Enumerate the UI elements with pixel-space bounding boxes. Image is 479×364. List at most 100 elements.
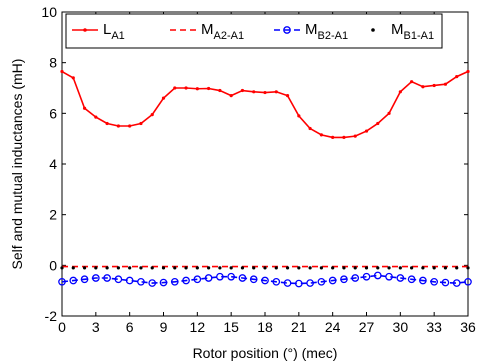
- legend-box: [65, 13, 443, 49]
- data-point: [249, 275, 258, 284]
- series-line: [61, 274, 469, 285]
- data-point: [150, 266, 154, 270]
- data-point: [351, 274, 360, 282]
- x-tick-label: 18: [257, 319, 273, 335]
- data-point: [342, 266, 346, 270]
- x-tick-label: 24: [325, 319, 341, 335]
- data-point: [421, 266, 425, 270]
- x-tick-label: 33: [426, 319, 442, 335]
- data-point: [128, 266, 132, 270]
- data-point: [396, 274, 405, 282]
- legend: LA1 MA2-A1 MB2-A1 MB1-A1: [65, 13, 443, 49]
- data-point: [274, 90, 278, 94]
- series-m-b1-a1: [60, 266, 470, 270]
- y-tick-label: 6: [49, 105, 57, 121]
- series-m-b2-a1: [58, 271, 472, 288]
- data-point: [207, 86, 211, 91]
- data-point: [285, 266, 290, 270]
- data-point: [170, 277, 179, 286]
- data-point: [229, 94, 233, 98]
- data-point: [432, 266, 436, 270]
- x-tick-label: 9: [160, 319, 168, 335]
- data-point: [71, 266, 75, 270]
- data-point: [331, 266, 335, 270]
- data-point: [272, 277, 281, 286]
- data-point: [80, 275, 89, 284]
- y-tick-label: 4: [49, 156, 57, 172]
- data-point: [218, 88, 222, 93]
- data-point: [252, 90, 256, 94]
- x-tick-label: 15: [223, 319, 239, 335]
- data-point: [82, 266, 87, 270]
- data-point: [297, 266, 301, 270]
- data-point: [466, 266, 470, 270]
- data-point: [328, 276, 337, 285]
- data-point: [137, 277, 145, 286]
- data-point: [116, 266, 120, 270]
- data-point: [441, 278, 450, 287]
- x-tick-label: 12: [190, 319, 206, 335]
- data-point: [274, 266, 278, 270]
- x-tick-label: 6: [126, 319, 134, 335]
- y-tick-label: -2: [45, 308, 58, 324]
- data-point: [71, 76, 75, 80]
- y-tick-label: 0: [49, 257, 57, 273]
- data-point: [148, 279, 157, 287]
- data-point: [410, 266, 414, 270]
- data-point: [69, 276, 78, 285]
- data-point: [94, 115, 98, 119]
- data-point: [308, 126, 312, 131]
- data-point: [283, 279, 292, 287]
- data-point: [204, 274, 213, 282]
- data-point: [195, 87, 199, 91]
- data-point: [184, 86, 188, 90]
- data-point: [173, 266, 177, 270]
- data-point: [161, 96, 166, 100]
- data-point: [419, 276, 427, 285]
- legend-entry: LA1: [72, 21, 125, 42]
- data-point: [373, 271, 382, 280]
- data-point: [195, 266, 199, 270]
- x-tick-label: 3: [92, 319, 100, 335]
- series-l-a1: [60, 69, 470, 139]
- legend-label: MA2-A1: [201, 21, 244, 42]
- data-point: [263, 266, 267, 270]
- data-point: [240, 266, 245, 270]
- data-point: [317, 277, 326, 286]
- data-point: [398, 90, 402, 94]
- data-point: [252, 266, 256, 270]
- data-point: [455, 266, 459, 270]
- data-point: [331, 135, 335, 139]
- data-point: [443, 266, 448, 270]
- legend-label: MB1-A1: [391, 21, 434, 42]
- data-point: [353, 266, 357, 270]
- data-point: [432, 83, 436, 88]
- data-point: [91, 274, 100, 282]
- data-point: [218, 266, 222, 270]
- data-point: [308, 266, 312, 270]
- data-point: [285, 94, 290, 98]
- data-point: [306, 279, 314, 287]
- x-tick-label: 30: [393, 319, 409, 335]
- data-point: [60, 266, 64, 270]
- data-point: [261, 276, 269, 285]
- data-point: [455, 75, 459, 79]
- data-point: [94, 266, 98, 270]
- data-point: [173, 86, 177, 90]
- data-point: [421, 85, 425, 89]
- data-point: [376, 121, 380, 126]
- legend-label: MB2-A1: [305, 21, 348, 42]
- series-layer: [58, 69, 472, 288]
- data-point: [376, 266, 380, 270]
- data-point: [238, 274, 247, 282]
- data-point: [407, 275, 416, 284]
- y-tick-label: 10: [41, 4, 57, 20]
- legend-swatch-marker: [371, 28, 375, 32]
- x-axis-ticks: 0 3 6 9 12 15 18 21 24 27 30 33 36: [58, 12, 476, 335]
- data-point: [116, 124, 120, 128]
- data-point: [58, 277, 66, 286]
- data-point: [184, 266, 188, 270]
- x-tick-label: 0: [58, 319, 66, 335]
- data-point: [159, 278, 168, 287]
- legend-entry: MB2-A1: [274, 21, 348, 42]
